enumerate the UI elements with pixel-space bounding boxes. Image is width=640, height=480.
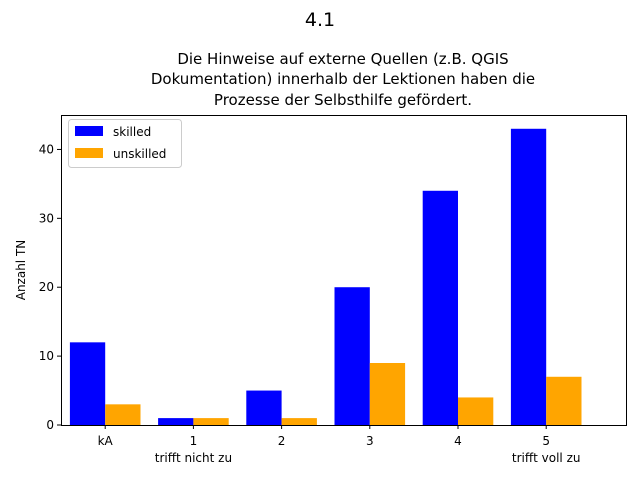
legend-label-unskilled: unskilled <box>113 147 166 161</box>
x-tick-sublabel: trifft voll zu <box>512 451 581 465</box>
plot-area-frame <box>61 115 627 426</box>
x-tick-label: 3 <box>366 434 374 448</box>
chart-title-line-1: Die Hinweise auf externe Quellen (z.B. Q… <box>177 50 508 68</box>
bar-unskilled-1 <box>193 418 229 425</box>
bar-unskilled-4 <box>458 397 494 425</box>
bar-skilled-2 <box>246 390 282 425</box>
bar-skilled-5 <box>510 128 547 425</box>
bars-layer <box>69 128 582 425</box>
legend-swatch-unskilled <box>75 148 103 158</box>
y-axis: 0 10 20 30 40 <box>39 142 61 432</box>
y-tick-label: 0 <box>46 418 54 432</box>
legend-swatch-skilled <box>75 126 103 136</box>
y-tick-label: 30 <box>39 211 54 225</box>
chart-title-line-3: Prozesse der Selbsthilfe gefördert. <box>214 91 472 109</box>
x-tick-label: 5 <box>542 434 550 448</box>
bar-unskilled-5 <box>546 376 582 425</box>
bar-unskilled-3 <box>369 363 406 425</box>
x-tick-label: 4 <box>454 434 462 448</box>
x-tick-label: kA <box>98 434 114 448</box>
legend: skilled unskilled <box>68 119 182 168</box>
x-tick-sublabel: trifft nicht zu <box>155 451 232 465</box>
y-tick-label: 10 <box>39 349 54 363</box>
x-tick-label: 1 <box>190 434 198 448</box>
bar-skilled-kA <box>69 342 106 425</box>
chart-title: Die Hinweise auf externe Quellen (z.B. Q… <box>151 50 535 109</box>
bar-unskilled-kA <box>105 404 141 425</box>
x-tick-label: 2 <box>278 434 286 448</box>
y-axis-label: Anzahl TN <box>14 240 28 301</box>
bar-skilled-4 <box>422 190 458 425</box>
bar-skilled-3 <box>334 287 370 425</box>
x-axis: kA 1 trifft nicht zu 2 3 4 5 trifft voll zu <box>98 425 581 465</box>
figure-suptitle: 4.1 <box>305 9 335 31</box>
bar-skilled-1 <box>158 418 194 425</box>
legend-label-skilled: skilled <box>113 125 151 139</box>
chart-title-line-2: Dokumentation) innerhalb der Lektionen h… <box>151 70 535 88</box>
y-tick-label: 20 <box>39 280 54 294</box>
y-tick-label: 40 <box>39 142 54 156</box>
bar-unskilled-2 <box>281 418 317 425</box>
